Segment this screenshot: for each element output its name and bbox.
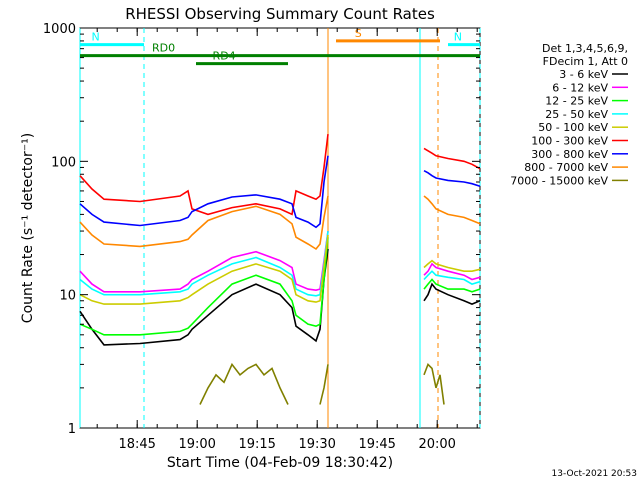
y-tick-label: 10 — [59, 289, 76, 304]
legend-entry: 50 - 100 keV — [538, 121, 608, 134]
series-line — [79, 195, 481, 251]
flag-label: RD0 — [152, 42, 175, 55]
footer-timestamp: 13-Oct-2021 20:53 — [552, 469, 637, 479]
x-tick-label: 18:45 — [118, 437, 155, 452]
series-line — [79, 134, 481, 216]
legend-entry: 7000 - 15000 keV — [510, 174, 608, 187]
axis-layer: 1 10 100 1000 18:45 19:00 19:15 19:30 19:45 20:00 — [43, 22, 480, 452]
flag-label: RD4 — [213, 50, 236, 63]
legend-header: Det 1,3,4,5,6,9, — [542, 42, 628, 55]
overlay-layer: N N S RD0 RD4 — [79, 27, 481, 428]
x-tick-label: 19:30 — [298, 437, 335, 452]
x-tick-label: 19:15 — [238, 437, 275, 452]
x-tick-label: 20:00 — [418, 437, 455, 452]
y-tick-label: 1000 — [43, 22, 76, 37]
legend-header: FDecim 1, Att 0 — [543, 55, 628, 68]
series-line — [79, 155, 481, 229]
series-line — [79, 248, 481, 346]
series-line — [199, 362, 445, 405]
chart-title: RHESSI Observing Summary Count Rates — [125, 5, 435, 23]
x-tick-label: 19:45 — [358, 437, 395, 452]
legend-entry: 6 - 12 keV — [552, 81, 608, 94]
x-axis-label: Start Time (04-Feb-09 18:30:42) — [167, 455, 393, 471]
legend-entry: 25 - 50 keV — [545, 108, 608, 121]
y-tick-label: 1 — [68, 422, 76, 437]
legend-entry: 12 - 25 keV — [545, 95, 608, 108]
legend-entry: 300 - 800 keV — [531, 148, 608, 161]
y-axis-label: Count Rate (s⁻¹ detector⁻¹) — [20, 133, 36, 323]
legend-entry: 3 - 6 keV — [559, 68, 608, 81]
legend-entry: 800 - 7000 keV — [524, 161, 608, 174]
legend: Det 1,3,4,5,6,9,FDecim 1, Att 03 - 6 keV… — [510, 42, 628, 187]
flag-label: N — [454, 31, 462, 44]
series-line — [79, 237, 481, 336]
series-line — [79, 230, 481, 293]
legend-entry: 100 - 300 keV — [531, 135, 608, 148]
series-layer — [79, 134, 481, 405]
flag-label: S — [355, 27, 362, 40]
series-line — [79, 234, 481, 305]
flag-label: N — [92, 31, 100, 44]
series-line — [79, 231, 481, 297]
y-tick-label: 100 — [51, 155, 76, 170]
x-tick-label: 19:00 — [178, 437, 215, 452]
